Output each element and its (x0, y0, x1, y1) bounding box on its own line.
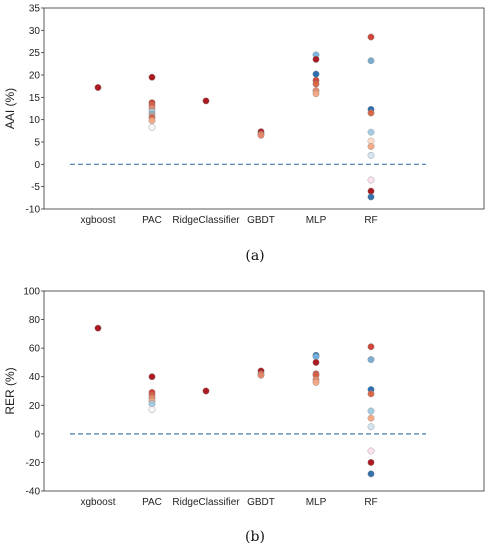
data-point (148, 406, 156, 413)
y-tick-label: 10 (29, 115, 41, 126)
y-tick-label: 0 (34, 429, 40, 440)
y-tick-label: -20 (26, 458, 41, 469)
data-point (257, 371, 265, 379)
y-tick-label: 15 (29, 93, 41, 104)
x-tick-label: MLP (306, 215, 327, 226)
data-point (148, 400, 156, 408)
y-tick-label: 40 (29, 372, 41, 383)
data-point (312, 90, 320, 98)
data-point (312, 379, 320, 386)
x-tick-label: RidgeClassifier (172, 215, 240, 226)
x-tick-label: MLP (306, 497, 327, 508)
data-point (367, 423, 375, 431)
y-axis-label: AAI (%) (3, 88, 17, 129)
data-point (367, 151, 375, 159)
data-point (367, 57, 375, 65)
caption-b: (b) (245, 529, 265, 545)
y-tick-label: 20 (29, 71, 41, 82)
y-tick-label: 5 (34, 138, 40, 149)
y-tick-label: -10 (26, 205, 41, 216)
data-point (367, 470, 375, 478)
data-point (367, 128, 375, 136)
data-point (367, 390, 375, 398)
data-point (94, 84, 102, 91)
data-point (367, 193, 375, 201)
data-point (367, 176, 375, 184)
data-point (367, 187, 375, 195)
x-tick-label: PAC (142, 497, 162, 508)
data-point (148, 373, 156, 381)
y-tick-label: 30 (29, 26, 41, 37)
y-tick-label: -5 (31, 182, 40, 193)
data-point (312, 353, 320, 361)
data-point (257, 131, 265, 139)
data-point (367, 33, 375, 41)
y-axis-label: RER (%) (3, 367, 17, 414)
x-tick-label: xgboost (80, 497, 115, 508)
y-tick-label: 35 (29, 4, 41, 15)
data-point (312, 70, 320, 78)
chart-panel-a: -10 -5 0 5 10 15 20 25 30 35 AAI (%) xgboost PAC Ridg… (3, 4, 485, 226)
chart-panel-b: -40 -20 0 20 40 60 80 100 RER (%) xgboost PAC Ridge… (3, 287, 485, 508)
y-tick-label: -40 (26, 487, 41, 498)
plot-frame (43, 7, 485, 210)
y-tick-label: 80 (29, 315, 41, 326)
data-point (367, 143, 375, 150)
data-point (148, 117, 156, 124)
data-point (202, 387, 210, 395)
data-point (148, 123, 156, 131)
data-point (312, 80, 320, 88)
data-point (367, 459, 375, 466)
y-tick-label: 60 (29, 344, 41, 355)
data-point (312, 359, 320, 366)
x-tick-label: xgboost (80, 215, 115, 226)
data-point (367, 447, 375, 455)
plot-frame (43, 290, 485, 492)
x-tick-label: GBDT (247, 215, 275, 226)
y-tick-label: 0 (34, 160, 40, 171)
y-tick-label: 25 (29, 48, 41, 59)
x-tick-label: PAC (142, 215, 162, 226)
x-tick-label: RidgeClassifier (172, 497, 240, 508)
data-point (367, 343, 375, 351)
data-point (367, 414, 375, 422)
data-point (367, 356, 375, 363)
data-point (202, 97, 210, 105)
x-tick-label: GBDT (247, 497, 275, 508)
x-tick-label: RF (364, 497, 377, 508)
y-tick-label: 20 (29, 401, 41, 412)
x-tick-label: RF (364, 215, 377, 226)
data-point (94, 324, 102, 332)
data-point (367, 109, 375, 117)
caption-a: (a) (245, 248, 264, 264)
data-point (148, 73, 156, 81)
y-tick-label: 100 (23, 287, 40, 298)
data-point (312, 55, 320, 63)
data-point (367, 407, 375, 415)
